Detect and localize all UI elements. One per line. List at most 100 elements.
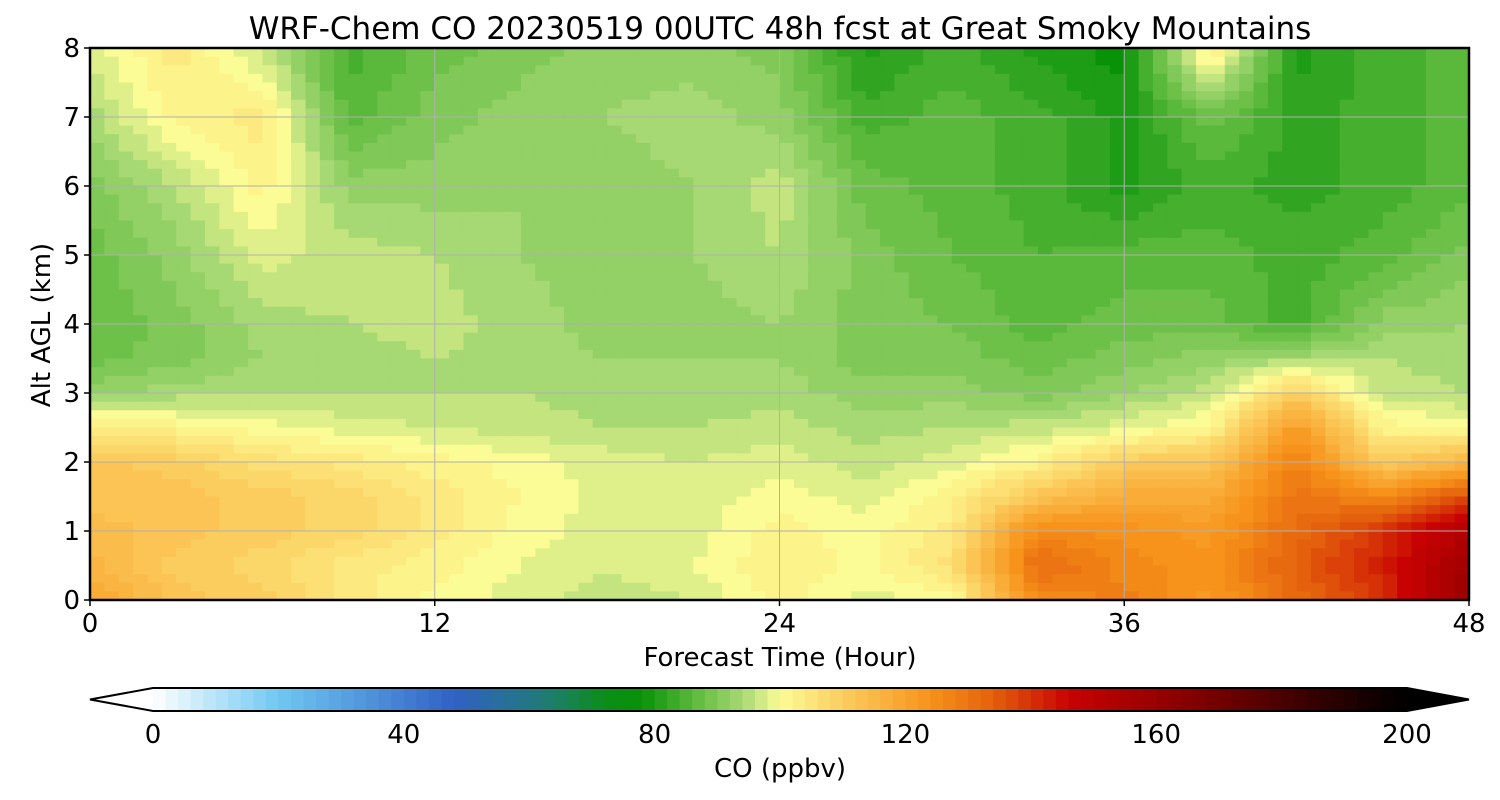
field-cell <box>722 470 737 480</box>
field-cell <box>477 186 493 196</box>
field-cell <box>1109 306 1125 316</box>
field-cell <box>319 151 335 161</box>
field-cell <box>1124 272 1140 282</box>
field-cell <box>1095 142 1111 153</box>
field-cell <box>463 255 479 265</box>
field-cell <box>1282 211 1298 222</box>
field-cell <box>779 203 795 213</box>
field-cell <box>190 272 206 282</box>
field-cell <box>348 272 364 282</box>
field-cell <box>133 220 149 230</box>
field-cell <box>923 108 939 118</box>
field-cell <box>822 410 838 420</box>
field-cell <box>1009 91 1025 101</box>
field-cell <box>1325 108 1341 118</box>
field-cell <box>506 255 522 265</box>
field-cell <box>118 82 134 92</box>
field-cell <box>1454 237 1470 247</box>
field-cell <box>1368 108 1384 118</box>
field-cell <box>621 134 637 144</box>
field-cell <box>391 436 407 446</box>
field-cell <box>334 186 350 196</box>
field-cell <box>118 427 134 437</box>
field-cell <box>635 151 651 161</box>
field-cell <box>1382 487 1398 498</box>
field-cell <box>549 280 565 291</box>
field-cell <box>664 384 680 394</box>
field-cell <box>1023 263 1039 273</box>
field-cell <box>434 48 450 58</box>
field-cell <box>1181 375 1197 385</box>
field-cell <box>477 99 493 109</box>
field-cell <box>276 418 292 429</box>
field-cell <box>391 177 407 187</box>
field-cell <box>1454 358 1470 368</box>
field-cell <box>750 177 766 187</box>
field-cell <box>1124 194 1140 204</box>
field-cell <box>506 48 522 58</box>
field-cell <box>449 73 465 84</box>
field-cell <box>506 401 522 411</box>
field-cell <box>822 151 838 161</box>
field-cell <box>118 211 134 222</box>
field-cell <box>1368 462 1384 472</box>
field-cell <box>707 263 723 273</box>
field-cell <box>291 65 307 75</box>
field-cell <box>104 56 120 66</box>
field-cell <box>1325 65 1341 75</box>
field-cell <box>520 375 536 385</box>
field-cell <box>607 418 623 429</box>
field-cell <box>894 56 910 66</box>
field-cell <box>1239 306 1255 316</box>
field-cell <box>90 479 105 489</box>
field-cell <box>765 375 781 385</box>
field-cell <box>276 444 292 454</box>
field-cell <box>994 427 1010 437</box>
field-cell <box>650 194 666 204</box>
field-cell <box>477 427 493 437</box>
field-cell <box>506 393 522 403</box>
field-cell <box>1181 194 1197 204</box>
field-cell <box>291 203 307 213</box>
field-cell <box>1210 298 1226 308</box>
field-cell <box>822 280 838 291</box>
field-cell <box>908 255 924 265</box>
field-cell <box>161 436 177 446</box>
field-cell <box>549 332 565 342</box>
field-cell <box>1310 99 1326 109</box>
field-cell <box>176 263 192 273</box>
field-cell <box>1425 73 1441 84</box>
field-cell <box>176 324 192 334</box>
field-cell <box>1239 358 1255 368</box>
field-cell <box>362 487 378 498</box>
field-cell <box>449 151 465 161</box>
field-cell <box>1038 82 1054 92</box>
field-cell <box>722 108 737 118</box>
field-cell <box>1167 160 1183 170</box>
field-cell <box>1440 401 1456 411</box>
field-cell <box>1296 65 1312 75</box>
field-cell <box>894 436 910 446</box>
field-cell <box>1052 177 1068 187</box>
field-cell <box>161 211 177 222</box>
field-cell <box>1339 73 1355 84</box>
field-cell <box>362 349 378 360</box>
field-cell <box>664 470 680 480</box>
field-cell <box>291 289 307 299</box>
field-cell <box>1038 65 1054 75</box>
field-cell <box>607 324 623 334</box>
field-cell <box>1368 332 1384 342</box>
field-cell <box>147 142 163 153</box>
field-cell <box>851 125 867 135</box>
field-cell <box>190 462 206 472</box>
field-cell <box>1081 211 1097 222</box>
field-cell <box>650 220 666 230</box>
field-cell <box>937 453 953 463</box>
field-cell <box>1296 349 1312 360</box>
field-cell <box>607 220 623 230</box>
field-cell <box>779 108 795 118</box>
field-cell <box>1354 298 1370 308</box>
field-cell <box>1454 298 1470 308</box>
field-cell <box>578 82 594 92</box>
field-cell <box>161 384 177 394</box>
